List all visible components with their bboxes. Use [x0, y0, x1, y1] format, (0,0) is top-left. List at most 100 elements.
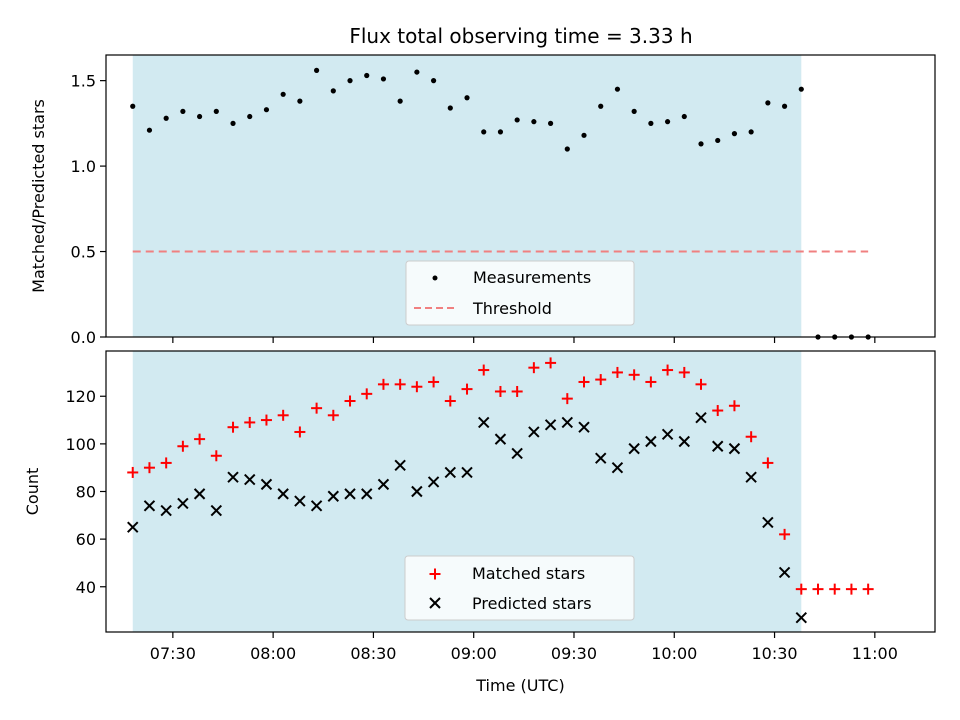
matched-star-point — [561, 393, 573, 405]
y-tick-label: 60 — [76, 530, 96, 549]
matched-star-point — [528, 362, 540, 374]
measurement-point — [564, 146, 570, 152]
x-tick-label: 11:00 — [852, 644, 898, 663]
top-panel-measurements: 0.0 0.5 1.0 1.5 Matched/Predicted stars Mea… — [29, 54, 936, 347]
bottom-legend-box — [404, 555, 635, 621]
top-legend: Measurements Threshold — [405, 260, 635, 326]
x-tick-label: 08:00 — [250, 644, 296, 663]
measurement-point — [364, 72, 370, 79]
bottom-panel-counts: 40 60 80 100 120 07:30 08:00 08:30 09:00 09:30 10… — [23, 350, 936, 695]
matched-star-point — [695, 378, 707, 390]
matched-star-point — [712, 405, 724, 417]
legend-plus-glyph — [429, 568, 441, 580]
matched-star-point — [227, 421, 239, 433]
predicted-star-point — [595, 452, 607, 464]
matched-star-point — [762, 457, 774, 469]
matched-star-point — [127, 466, 139, 478]
y-tick-label: 1.5 — [71, 72, 96, 91]
measurement-point — [330, 88, 336, 94]
y-tick-label: 0.0 — [71, 328, 96, 347]
measurement-point — [614, 86, 621, 92]
matched-star-point — [160, 457, 172, 469]
x-tick-label: 09:30 — [551, 644, 597, 663]
measurement-point — [765, 100, 771, 106]
predicted-star-point — [544, 419, 557, 431]
legend-marker-predicted — [429, 597, 441, 609]
measurement-point — [414, 69, 420, 75]
predicted-star-point — [160, 504, 172, 517]
matched-star-point — [361, 388, 373, 400]
measurement-point — [781, 103, 788, 109]
matched-star-point — [678, 366, 690, 378]
predicted-star-point — [745, 471, 757, 483]
legend-marker-matched — [429, 568, 441, 580]
matched-star-point — [545, 357, 557, 369]
measurement-point — [130, 103, 136, 109]
predicted-star-point — [795, 612, 807, 624]
predicted-star-point — [444, 466, 457, 479]
matched-star-point — [494, 385, 506, 397]
predicted-star-point — [645, 435, 657, 448]
predicted-star-point — [177, 497, 189, 510]
measurement-point — [430, 78, 437, 84]
measurement-point — [648, 120, 654, 126]
matched-star-point — [845, 583, 857, 595]
predicted-star-point — [628, 442, 640, 455]
predicted-star-point — [762, 516, 774, 529]
matched-star-point — [745, 431, 757, 443]
x-axis-label: Time (UTC) — [475, 676, 564, 695]
predicted-star-point — [728, 442, 741, 455]
y-tick-label: 1.0 — [71, 157, 96, 176]
matched-star-point — [194, 433, 206, 445]
predicted-star-point — [377, 478, 390, 491]
matched-star-point — [779, 528, 791, 540]
matched-star-point — [327, 409, 339, 421]
predicted-star-point — [661, 428, 674, 441]
measurement-point — [681, 113, 687, 120]
matched-star-point — [628, 369, 640, 381]
matched-star-point — [210, 450, 222, 462]
measurement-point — [280, 91, 286, 97]
predicted-star-point — [511, 447, 523, 460]
measurement-point — [598, 103, 604, 109]
predicted-star-point — [327, 490, 340, 502]
predicted-star-point — [561, 416, 574, 429]
matched-star-point — [829, 583, 841, 595]
x-tick-label: 10:30 — [751, 644, 797, 663]
matched-star-point — [611, 366, 623, 378]
legend-label-threshold: Threshold — [472, 299, 552, 318]
legend-marker-measurements — [432, 275, 438, 281]
matched-star-point — [177, 440, 189, 452]
predicted-star-point — [193, 488, 206, 500]
matched-star-point — [143, 462, 155, 474]
predicted-star-point — [260, 478, 273, 491]
y-tick-label: 0.5 — [71, 243, 96, 262]
measurement-point — [347, 78, 353, 84]
matched-star-point — [862, 583, 874, 595]
measurement-point — [263, 107, 270, 113]
predicted-star-point — [678, 435, 691, 448]
matched-star-point — [461, 383, 473, 395]
top-panel-frame — [105, 54, 936, 338]
y-tick-label: 40 — [76, 578, 96, 597]
predicted-star-point — [712, 440, 724, 452]
legend-x-glyph — [429, 597, 441, 609]
measurement-point — [664, 119, 671, 125]
matched-star-point — [394, 378, 406, 390]
measurement-point — [213, 108, 219, 114]
y-tick-label: 80 — [76, 483, 96, 502]
matched-star-point — [478, 364, 490, 376]
predicted-star-point — [478, 416, 490, 429]
matched-star-point — [344, 395, 356, 407]
measurement-point — [798, 86, 804, 92]
legend-label-matched: Matched stars — [472, 564, 585, 583]
measurement-point — [397, 98, 403, 104]
measurement-point — [180, 108, 186, 114]
matched-star-point — [260, 414, 272, 426]
predicted-star-point — [344, 488, 356, 500]
x-tick-label: 07:30 — [150, 644, 196, 663]
predicted-star-point — [143, 500, 156, 512]
y-tick-label: 100 — [65, 435, 96, 454]
y-tick-label: 120 — [65, 387, 96, 406]
predicted-star-point — [210, 504, 223, 517]
